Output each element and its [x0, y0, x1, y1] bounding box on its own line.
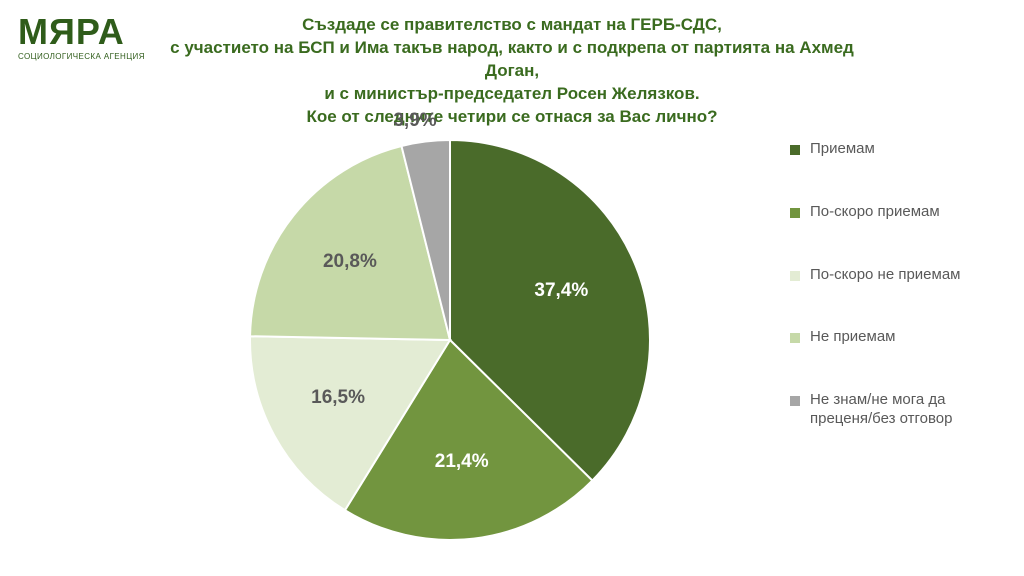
legend-swatch	[790, 333, 800, 343]
legend-label: По-скоро приемам	[810, 203, 940, 222]
legend: Приемам По-скоро приемам По-скоро не прием…	[790, 140, 1010, 473]
legend-item: По-скоро приемам	[790, 203, 1010, 222]
pie-chart: 37,4%21,4%16,5%20,8%3,9%	[240, 130, 660, 550]
legend-swatch	[790, 208, 800, 218]
title-line-2: с участието на БСП и Има такъв народ, ка…	[170, 38, 854, 80]
legend-label: Приемам	[810, 140, 875, 159]
pie-svg	[240, 130, 660, 550]
legend-item: Приемам	[790, 140, 1010, 159]
legend-swatch	[790, 271, 800, 281]
legend-swatch	[790, 396, 800, 406]
legend-item: По-скоро не приемам	[790, 266, 1010, 285]
title-line-4: Кое от следните четири се отнася за Вас …	[306, 107, 717, 126]
title-line-1: Създаде се правителство с мандат на ГЕРБ…	[302, 15, 722, 34]
legend-swatch	[790, 145, 800, 155]
legend-label: По-скоро не приемам	[810, 266, 961, 285]
chart-title: Създаде се правителство с мандат на ГЕРБ…	[0, 14, 1024, 129]
legend-item: Не знам/не мога да преценя/без отговор	[790, 391, 1010, 429]
legend-label: Не приемам	[810, 328, 896, 347]
legend-label: Не знам/не мога да преценя/без отговор	[810, 391, 1010, 429]
title-line-3: и с министър-председател Росен Желязков.	[324, 84, 699, 103]
legend-item: Не приемам	[790, 328, 1010, 347]
